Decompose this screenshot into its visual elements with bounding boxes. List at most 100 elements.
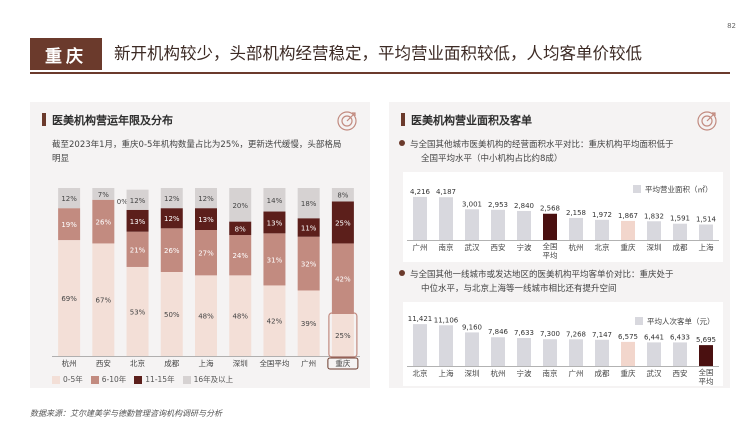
stack-data-label: 48% <box>232 313 248 321</box>
category-label: 平均 <box>543 250 558 260</box>
legend-swatch <box>90 375 99 384</box>
page-title: 新开机构较少，头部机构经营稳定，平均营业面积较低，人均客单价较低 <box>114 44 642 63</box>
stack-bar-segment <box>195 188 217 209</box>
bar-value-label: 1,867 <box>618 212 638 220</box>
bar <box>699 224 713 240</box>
target-icon <box>337 111 357 131</box>
stack-bar-segment <box>58 240 81 356</box>
data-source: 数据来源：艾尔建美学与德勤管理咨询机构调研与分析 <box>30 409 222 418</box>
category-label: 全国 <box>543 241 558 251</box>
category-label: 广州 <box>569 368 584 378</box>
bar-value-label: 6,433 <box>670 333 690 341</box>
bar <box>413 324 427 366</box>
bar <box>673 342 687 366</box>
stack-bar-segment <box>58 208 81 241</box>
stack-data-label: 12% <box>61 195 77 203</box>
legend-swatch <box>182 375 191 384</box>
bar-value-label: 6,575 <box>618 333 638 341</box>
category-label: 南京 <box>439 242 454 252</box>
stack-bar-segment <box>229 235 252 276</box>
stack-data-label: 7% <box>98 191 109 199</box>
legend-label: 平均营业面积（㎡） <box>645 184 713 194</box>
bar-value-label: 11,421 <box>408 315 433 323</box>
category-label: 重庆 <box>621 368 636 378</box>
bar <box>465 209 479 240</box>
category-label: 北京 <box>413 368 428 378</box>
category-label: 重庆 <box>621 242 636 252</box>
category-label: 西安 <box>673 368 688 378</box>
bar <box>621 220 635 240</box>
stack-bar-segment <box>331 201 354 244</box>
price-chart-box <box>403 302 723 386</box>
stack-bar-segment <box>58 188 81 209</box>
bar <box>569 217 583 240</box>
panel-operating-years: 医美机构营运年限及分布 截至2023年1月，重庆0-5年机构数量占比为25%，更… <box>30 102 370 388</box>
stacked-legend: 0-5年 6-10年 11-15年 16年及以上 <box>52 374 241 385</box>
category-label: 深圳 <box>233 358 248 368</box>
stack-data-label: 39% <box>301 320 317 328</box>
bar <box>491 209 505 240</box>
stack-bar-segment <box>195 275 217 356</box>
category-label: 杭州 <box>491 368 506 378</box>
bar <box>543 213 557 240</box>
stack-bar-segment <box>195 230 217 276</box>
target-icon <box>697 111 717 131</box>
stack-data-label: 26% <box>96 219 112 227</box>
bar-value-label: 1,591 <box>670 215 690 223</box>
stack-bar-segment <box>92 243 115 356</box>
category-label: 北京 <box>130 358 145 368</box>
bar-value-label: 11,106 <box>434 316 459 324</box>
bar <box>595 219 609 240</box>
category-label: 平均 <box>699 376 714 386</box>
bar-value-label: 2,840 <box>514 202 534 210</box>
stack-data-label: 42% <box>267 318 283 326</box>
stack-data-label: 12% <box>164 195 180 203</box>
category-label: 上海 <box>699 242 714 252</box>
stack-bar-segment <box>263 233 286 286</box>
stack-bar-segment <box>92 199 115 244</box>
stack-bar-segment <box>331 188 354 202</box>
bar <box>699 345 713 366</box>
page-number: 82 <box>727 22 736 30</box>
bullet-icon <box>399 140 405 146</box>
bar-value-label: 9,160 <box>462 323 482 331</box>
area-note-line1: 与全国其他城市医美机构的经营面积水平对比：重庆机构平均面积低于 <box>399 138 674 152</box>
legend-label: 0-5年 <box>63 375 83 384</box>
category-label: 上海 <box>199 358 214 368</box>
stack-data-label: 26% <box>164 247 180 255</box>
price-note-line2: 中位水平，与北京上海等一线城市相比还有提升空间 <box>421 284 617 294</box>
bar <box>595 339 609 366</box>
bar-value-label: 7,300 <box>540 330 560 338</box>
bar-value-label: 6,441 <box>644 333 664 341</box>
left-note-line2: 明显 <box>52 154 70 164</box>
bar <box>543 339 557 366</box>
header-divider <box>30 72 730 74</box>
bar <box>439 325 453 366</box>
stack-bar-segment <box>160 208 183 229</box>
price-note-line1: 与全国其他一线城市或发达地区的医美机构平均客单价对比：重庆处于 <box>399 268 674 282</box>
stack-data-label: 12% <box>164 215 180 223</box>
category-label: 成都 <box>164 358 179 368</box>
stack-bar-segment <box>229 275 252 356</box>
stack-data-label: 53% <box>130 308 146 316</box>
category-label: 广州 <box>301 358 316 368</box>
bar-value-label: 3,001 <box>462 200 482 208</box>
bar <box>647 342 661 366</box>
stack-bar-segment <box>297 218 320 237</box>
area-bar-chart: 4,216 广州 4,187 南京 3,001 武汉 2,953 西安 2,840 宁波 2,568… <box>407 184 719 260</box>
extra-data-label: 0% <box>117 198 128 206</box>
bar-value-label: 4,187 <box>436 188 456 196</box>
category-label: 全国 <box>699 367 714 377</box>
stack-data-label: 18% <box>301 200 317 208</box>
area-note-line2: 全国平均水平（中小机构占比约8成） <box>421 154 563 164</box>
stack-data-label: 67% <box>96 297 112 305</box>
city-tag: 重庆 <box>30 38 102 70</box>
category-label: 杭州 <box>62 358 77 368</box>
stack-data-label: 11% <box>301 224 317 232</box>
stack-bar-segment <box>126 266 149 356</box>
stack-bar-segment <box>92 188 115 200</box>
stack-data-label: 25% <box>335 332 351 340</box>
stack-data-label: 31% <box>267 256 283 264</box>
legend-label: 6-10年 <box>101 375 127 384</box>
stack-bar-segment <box>297 236 320 291</box>
